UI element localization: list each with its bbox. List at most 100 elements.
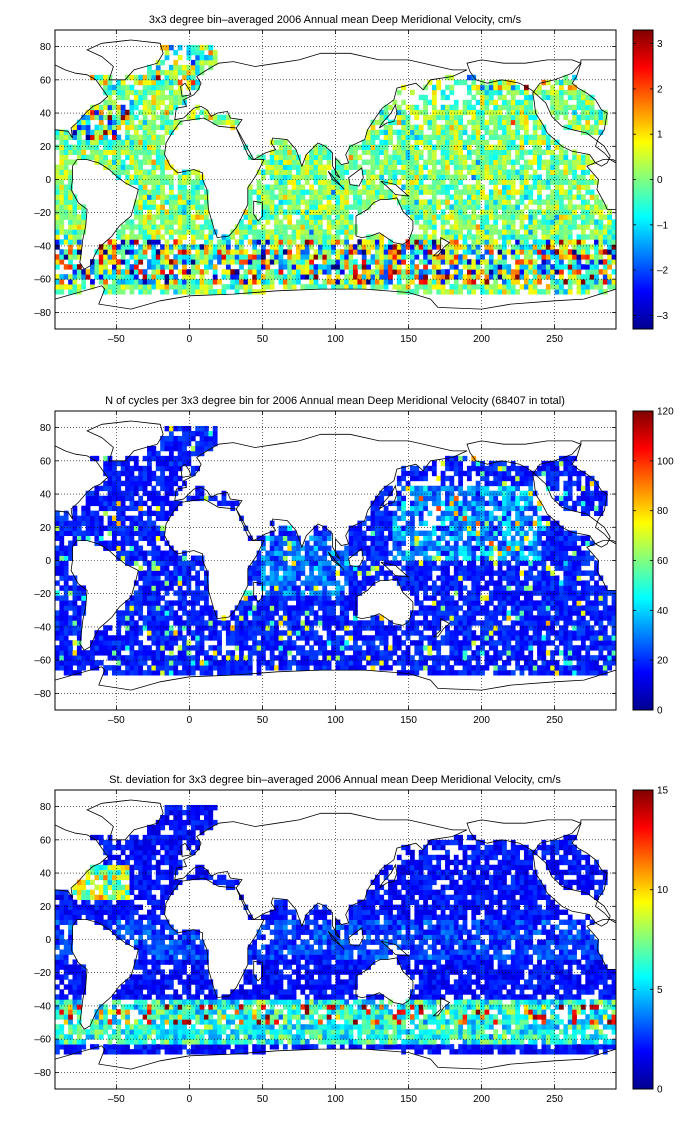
data-cell bbox=[523, 194, 529, 200]
data-cell bbox=[423, 204, 428, 210]
data-cell bbox=[326, 655, 332, 661]
data-cell bbox=[497, 289, 503, 295]
data-cell bbox=[458, 615, 463, 621]
data-cell bbox=[506, 119, 512, 126]
data-cell bbox=[559, 610, 564, 616]
data-cell bbox=[168, 199, 174, 205]
data-cell bbox=[138, 204, 144, 210]
data-cell bbox=[462, 209, 468, 215]
data-cell bbox=[414, 144, 420, 150]
data-cell bbox=[576, 174, 582, 180]
data-cell bbox=[260, 224, 266, 230]
data-cell bbox=[598, 640, 604, 646]
data-cell bbox=[322, 234, 328, 240]
data-cell bbox=[528, 194, 534, 200]
data-cell bbox=[554, 114, 560, 121]
data-cell bbox=[576, 279, 582, 285]
data-cell bbox=[506, 640, 512, 646]
data-cell bbox=[300, 229, 306, 235]
data-cell bbox=[541, 269, 547, 275]
data-cell bbox=[107, 249, 113, 255]
data-cell bbox=[506, 239, 512, 245]
data-cell bbox=[576, 620, 582, 626]
data-cell bbox=[344, 605, 350, 611]
data-cell bbox=[436, 640, 442, 646]
data-cell bbox=[414, 219, 420, 225]
data-cell bbox=[129, 279, 135, 285]
data-cell bbox=[353, 184, 358, 190]
data-cell bbox=[366, 620, 371, 626]
data-cell bbox=[541, 665, 547, 671]
data-cell bbox=[475, 244, 481, 250]
data-cell bbox=[173, 49, 179, 56]
data-cell bbox=[138, 149, 144, 155]
data-cell bbox=[431, 244, 437, 250]
data-cell bbox=[269, 274, 275, 280]
data-cell bbox=[484, 149, 490, 155]
data-cell bbox=[168, 244, 174, 250]
data-cell bbox=[107, 269, 113, 275]
data-cell bbox=[282, 164, 288, 170]
data-cell bbox=[427, 189, 433, 195]
data-cell bbox=[510, 219, 516, 225]
data-cell bbox=[493, 79, 499, 86]
data-cell bbox=[164, 114, 170, 121]
data-cell bbox=[291, 660, 297, 666]
data-cell bbox=[392, 99, 398, 106]
data-cell bbox=[462, 234, 468, 240]
data-cell bbox=[125, 640, 130, 646]
data-cell bbox=[260, 184, 266, 190]
data-cell bbox=[72, 149, 78, 155]
data-cell bbox=[453, 645, 459, 651]
data-cell bbox=[278, 224, 284, 230]
data-cell bbox=[111, 139, 117, 146]
data-cell bbox=[440, 289, 446, 295]
data-cell bbox=[532, 179, 538, 185]
data-cell bbox=[296, 169, 301, 175]
data-cell bbox=[313, 630, 319, 636]
data-cell bbox=[580, 194, 586, 200]
data-cell bbox=[151, 625, 157, 631]
data-cell bbox=[142, 269, 148, 275]
data-cell bbox=[572, 184, 577, 190]
data-cells bbox=[55, 44, 617, 295]
data-cell bbox=[278, 234, 284, 240]
data-cell bbox=[142, 289, 148, 295]
data-cell bbox=[466, 289, 472, 295]
data-cell bbox=[256, 630, 262, 636]
data-cell bbox=[567, 119, 573, 126]
data-cell bbox=[484, 244, 490, 250]
data-cell bbox=[151, 620, 157, 626]
data-cell bbox=[269, 149, 275, 155]
data-cell bbox=[129, 239, 135, 245]
data-cell bbox=[331, 610, 336, 616]
data-cell bbox=[94, 660, 100, 666]
data-cell bbox=[497, 89, 503, 96]
data-cell bbox=[85, 129, 91, 136]
data-cell bbox=[585, 254, 591, 260]
data-cell bbox=[488, 229, 494, 235]
data-cell bbox=[357, 244, 363, 250]
data-cell bbox=[68, 254, 73, 260]
data-cell bbox=[177, 229, 183, 235]
data-cell bbox=[348, 214, 354, 220]
data-cell bbox=[147, 174, 152, 180]
data-cell bbox=[396, 254, 402, 260]
data-cell bbox=[76, 144, 82, 150]
data-cell bbox=[427, 254, 433, 260]
data-cell bbox=[405, 174, 411, 180]
data-cell bbox=[339, 625, 345, 631]
data-cell bbox=[532, 289, 538, 295]
data-cell bbox=[256, 640, 262, 646]
data-cell bbox=[68, 615, 73, 621]
data-cell bbox=[440, 134, 446, 141]
data-cell bbox=[186, 64, 192, 71]
data-cell bbox=[164, 279, 170, 285]
data-cell bbox=[142, 620, 148, 626]
data-cell bbox=[212, 59, 218, 66]
data-cell bbox=[177, 650, 183, 656]
data-cell bbox=[190, 69, 196, 76]
data-cell bbox=[528, 224, 534, 230]
data-cell bbox=[418, 620, 424, 626]
data-cell bbox=[466, 670, 472, 676]
